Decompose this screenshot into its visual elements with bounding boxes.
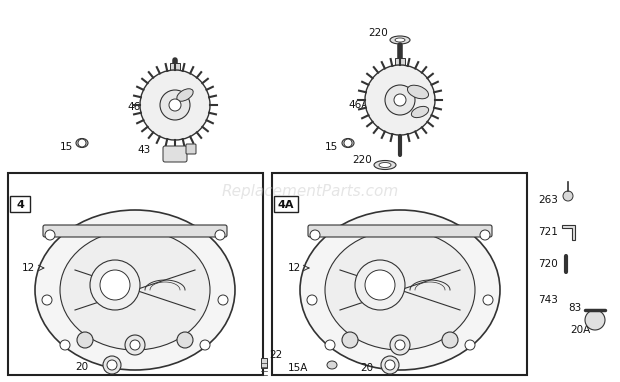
Ellipse shape bbox=[35, 210, 235, 370]
Ellipse shape bbox=[407, 85, 428, 99]
Circle shape bbox=[169, 99, 181, 111]
Circle shape bbox=[385, 360, 395, 370]
Ellipse shape bbox=[374, 160, 396, 170]
Circle shape bbox=[90, 260, 140, 310]
Circle shape bbox=[394, 94, 406, 106]
Ellipse shape bbox=[412, 106, 428, 118]
Circle shape bbox=[200, 340, 210, 350]
Circle shape bbox=[344, 139, 352, 147]
Circle shape bbox=[100, 270, 130, 300]
FancyBboxPatch shape bbox=[261, 358, 267, 368]
Circle shape bbox=[310, 230, 320, 240]
Circle shape bbox=[355, 260, 405, 310]
FancyBboxPatch shape bbox=[274, 196, 298, 212]
Circle shape bbox=[385, 85, 415, 115]
Ellipse shape bbox=[342, 139, 354, 147]
Circle shape bbox=[130, 340, 140, 350]
FancyBboxPatch shape bbox=[43, 225, 227, 237]
Circle shape bbox=[442, 332, 458, 348]
FancyBboxPatch shape bbox=[186, 144, 196, 154]
Text: 46A: 46A bbox=[348, 100, 368, 110]
Circle shape bbox=[465, 340, 475, 350]
FancyBboxPatch shape bbox=[8, 173, 263, 375]
Ellipse shape bbox=[300, 210, 500, 370]
FancyBboxPatch shape bbox=[308, 225, 492, 237]
Text: 22: 22 bbox=[269, 350, 282, 360]
Circle shape bbox=[342, 332, 358, 348]
Circle shape bbox=[392, 337, 408, 353]
Circle shape bbox=[45, 230, 55, 240]
Circle shape bbox=[177, 332, 193, 348]
Circle shape bbox=[395, 340, 405, 350]
FancyBboxPatch shape bbox=[395, 58, 405, 72]
Text: 20: 20 bbox=[75, 362, 88, 372]
Ellipse shape bbox=[379, 162, 391, 167]
Circle shape bbox=[483, 295, 493, 305]
FancyBboxPatch shape bbox=[163, 146, 187, 162]
Text: 15A: 15A bbox=[288, 363, 308, 373]
Text: 20: 20 bbox=[360, 363, 373, 373]
Circle shape bbox=[563, 191, 573, 201]
Ellipse shape bbox=[177, 89, 193, 101]
Circle shape bbox=[585, 310, 605, 330]
Circle shape bbox=[215, 230, 225, 240]
Text: 12: 12 bbox=[22, 263, 35, 273]
Circle shape bbox=[325, 340, 335, 350]
Text: 4: 4 bbox=[16, 200, 24, 210]
Text: 15: 15 bbox=[325, 142, 339, 152]
Circle shape bbox=[564, 262, 568, 266]
Circle shape bbox=[103, 356, 121, 374]
Circle shape bbox=[480, 230, 490, 240]
Text: 743: 743 bbox=[538, 295, 558, 305]
Circle shape bbox=[218, 295, 228, 305]
Circle shape bbox=[42, 295, 52, 305]
Ellipse shape bbox=[327, 361, 337, 369]
Text: 20A: 20A bbox=[570, 325, 590, 335]
Ellipse shape bbox=[76, 139, 88, 147]
Circle shape bbox=[381, 356, 399, 374]
Ellipse shape bbox=[60, 230, 210, 350]
Circle shape bbox=[127, 337, 143, 353]
FancyBboxPatch shape bbox=[170, 63, 180, 75]
FancyBboxPatch shape bbox=[10, 196, 30, 212]
Text: 46: 46 bbox=[127, 102, 140, 112]
Circle shape bbox=[390, 335, 410, 355]
Circle shape bbox=[60, 340, 70, 350]
Ellipse shape bbox=[325, 230, 475, 350]
Text: 721: 721 bbox=[538, 227, 558, 237]
Ellipse shape bbox=[395, 38, 405, 42]
Text: 263: 263 bbox=[538, 195, 558, 205]
Ellipse shape bbox=[390, 36, 410, 44]
Circle shape bbox=[140, 70, 210, 140]
Text: ReplacementParts.com: ReplacementParts.com bbox=[221, 183, 399, 199]
Text: 15: 15 bbox=[60, 142, 73, 152]
Polygon shape bbox=[562, 225, 575, 240]
Text: 12: 12 bbox=[288, 263, 301, 273]
Circle shape bbox=[365, 65, 435, 135]
Circle shape bbox=[77, 332, 93, 348]
Circle shape bbox=[365, 270, 395, 300]
Circle shape bbox=[107, 360, 117, 370]
Circle shape bbox=[160, 90, 190, 120]
Circle shape bbox=[307, 295, 317, 305]
Text: 720: 720 bbox=[538, 259, 558, 269]
Text: 83: 83 bbox=[568, 303, 581, 313]
Text: 4A: 4A bbox=[278, 200, 294, 210]
Circle shape bbox=[78, 139, 86, 147]
Text: 220: 220 bbox=[352, 155, 372, 165]
Circle shape bbox=[125, 335, 145, 355]
FancyBboxPatch shape bbox=[272, 173, 527, 375]
Text: 43: 43 bbox=[137, 145, 150, 155]
Text: 220: 220 bbox=[368, 28, 388, 38]
